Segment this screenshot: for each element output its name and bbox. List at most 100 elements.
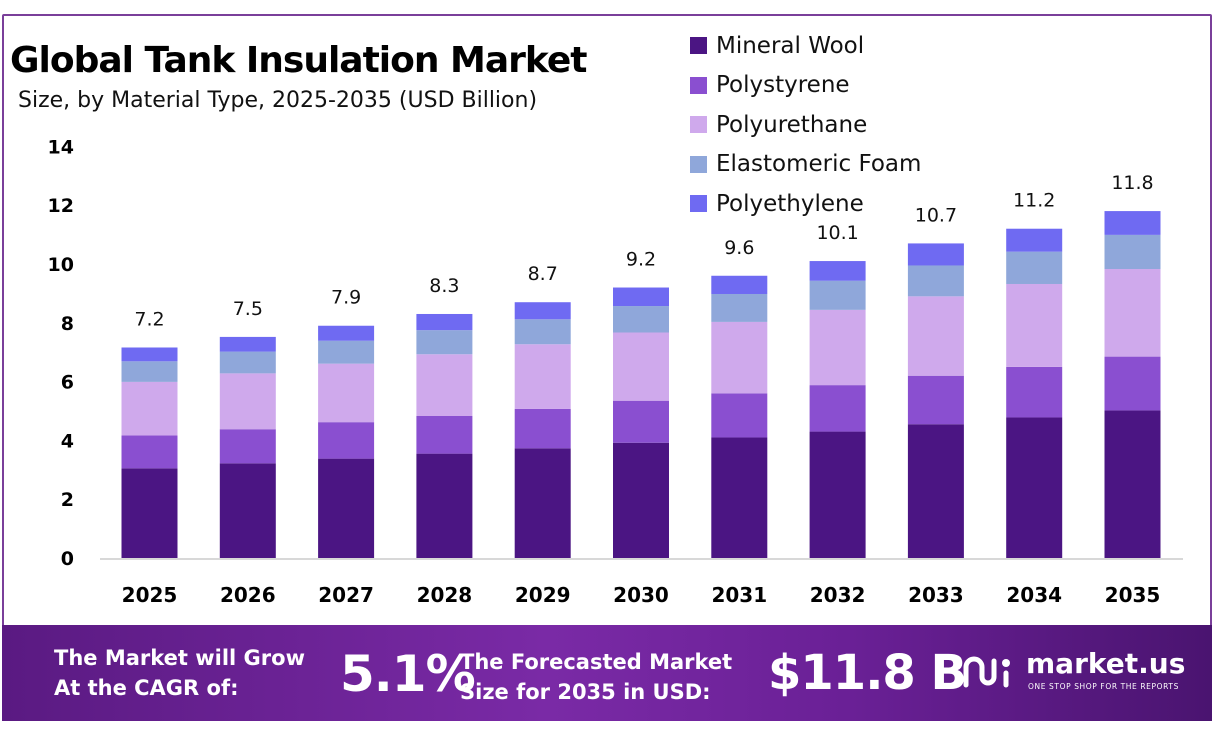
- bar-polystyrene: [907, 375, 964, 425]
- data-label: 11.2: [1013, 190, 1055, 212]
- data-label: 7.2: [134, 308, 164, 330]
- bar-mineral-wool: [416, 453, 473, 558]
- bar-polystyrene: [809, 385, 866, 432]
- bar-mineral-wool: [1104, 410, 1161, 558]
- bar-elastomeric-foam: [514, 319, 571, 345]
- bar-polyurethane: [1104, 268, 1161, 357]
- cagr-label: The Market will Grow At the CAGR of:: [54, 646, 305, 700]
- legend-swatch: [690, 37, 707, 55]
- cagr-value: 5.1%: [340, 645, 476, 703]
- legend-item: Elastomeric Foam: [690, 145, 921, 185]
- chart-subtitle: Size, by Material Type, 2025-2035 (USD B…: [18, 88, 538, 113]
- bar-elastomeric-foam: [1104, 234, 1161, 269]
- bar-elastomeric-foam: [121, 361, 178, 382]
- x-tick-label: 2030: [613, 583, 669, 607]
- bar-elastomeric-foam: [613, 306, 669, 333]
- data-label: 8.3: [429, 275, 459, 297]
- bar-polyurethane: [219, 373, 276, 430]
- legend-label: Polyethylene: [716, 190, 864, 217]
- bar-mineral-wool: [613, 442, 669, 558]
- bar-polyethylene: [121, 347, 178, 362]
- bar-elastomeric-foam: [907, 265, 964, 297]
- bar-mineral-wool: [514, 448, 571, 558]
- y-tick-label: 8: [61, 313, 74, 335]
- x-tick-label: 2026: [220, 583, 276, 607]
- bar-polystyrene: [416, 415, 473, 454]
- bar-mineral-wool: [907, 424, 964, 558]
- bar-elastomeric-foam: [1006, 251, 1063, 284]
- bar-polyethylene: [907, 243, 964, 266]
- bar-polyethylene: [711, 275, 768, 294]
- bar-elastomeric-foam: [711, 293, 768, 322]
- legend-swatch: [690, 116, 707, 134]
- legend-label: Polyurethane: [716, 111, 868, 138]
- legend-item: Polystyrene: [690, 66, 921, 106]
- bar-polystyrene: [121, 435, 178, 469]
- y-tick-label: 2: [61, 489, 74, 511]
- brand-tagline: ONE STOP SHOP FOR THE REPORTS: [1028, 682, 1179, 691]
- bar-polystyrene: [219, 429, 276, 464]
- bar-polystyrene: [318, 422, 375, 459]
- bar-polyurethane: [514, 344, 571, 409]
- bar-polyethylene: [1006, 228, 1063, 252]
- x-tick-label: 2028: [417, 583, 473, 607]
- bar-polyurethane: [711, 321, 768, 394]
- bar-polyethylene: [219, 336, 276, 352]
- legend-label: Elastomeric Foam: [716, 151, 922, 178]
- market-us-logo-icon: [963, 656, 1010, 688]
- bar-polystyrene: [514, 408, 571, 449]
- legend-item: Polyurethane: [690, 105, 921, 145]
- y-tick-label: 4: [61, 430, 74, 452]
- bar-polyethylene: [514, 302, 571, 320]
- bar-polyurethane: [907, 296, 964, 376]
- data-label: 11.8: [1111, 172, 1153, 194]
- bar-polyethylene: [318, 325, 375, 341]
- data-label: 8.7: [528, 263, 558, 285]
- legend-item: Polyethylene: [690, 184, 921, 224]
- chart-title: Global Tank Insulation Market: [10, 40, 587, 81]
- bar-polyethylene: [809, 261, 866, 281]
- forecast-value: $11.8 B: [768, 645, 967, 701]
- x-tick-label: 2027: [318, 583, 374, 607]
- bar-mineral-wool: [1006, 417, 1063, 558]
- forecast-label: The Forecasted Market Size for 2035 in U…: [460, 650, 733, 704]
- data-label: 9.2: [626, 249, 656, 271]
- x-tick-label: 2032: [810, 583, 866, 607]
- bar-mineral-wool: [711, 437, 768, 558]
- bar-polyethylene: [613, 287, 669, 307]
- bar-polyurethane: [1006, 283, 1063, 367]
- data-label: 10.7: [915, 204, 957, 226]
- bar-polystyrene: [1006, 366, 1063, 418]
- y-tick-label: 12: [48, 195, 74, 217]
- bar-mineral-wool: [219, 463, 276, 558]
- data-label: 7.5: [233, 298, 263, 320]
- x-tick-label: 2035: [1105, 583, 1161, 607]
- summary-banner: The Market will Grow At the CAGR of: 5.1…: [2, 625, 1212, 721]
- bar-polyurethane: [613, 332, 669, 401]
- y-tick-label: 14: [48, 136, 74, 158]
- bar-mineral-wool: [318, 458, 375, 558]
- bar-polyurethane: [318, 363, 375, 423]
- bar-polystyrene: [711, 393, 768, 438]
- bar-mineral-wool: [121, 468, 178, 558]
- legend-label: Polystyrene: [716, 72, 850, 99]
- bar-polystyrene: [1104, 356, 1161, 411]
- legend-swatch: [690, 195, 707, 213]
- x-tick-label: 2034: [1006, 583, 1062, 607]
- legend-label: Mineral Wool: [716, 32, 865, 59]
- bar-polyurethane: [121, 381, 178, 436]
- y-tick-label: 6: [61, 372, 74, 394]
- x-tick-label: 2025: [122, 583, 178, 607]
- bar-polyurethane: [809, 309, 866, 386]
- y-tick-label: 10: [48, 254, 74, 276]
- bar-polystyrene: [613, 400, 669, 443]
- stacked-bar-chart: 0 2 4 6 8 10 12 14 7.2 2025 7.5 2026 7.9 2027 8.3 2028 8…: [48, 136, 1183, 607]
- bar-mineral-wool: [809, 431, 866, 558]
- chart-legend: Mineral Wool Polystyrene Polyurethane Elast…: [690, 26, 921, 224]
- bar-polyurethane: [416, 354, 473, 416]
- legend-swatch: [690, 155, 707, 173]
- bar-elastomeric-foam: [318, 340, 375, 364]
- bar-elastomeric-foam: [219, 351, 276, 374]
- bar-elastomeric-foam: [809, 280, 866, 310]
- y-tick-label: 0: [61, 548, 74, 570]
